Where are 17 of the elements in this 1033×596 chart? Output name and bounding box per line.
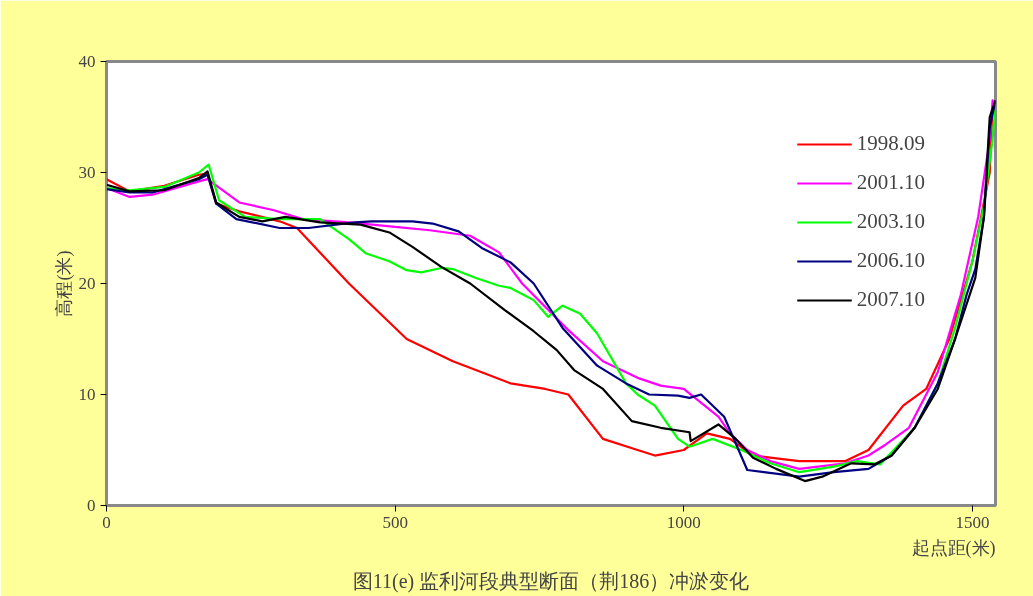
legend-label: 2003.10 (856, 209, 925, 234)
y-axis-title: 高程(米) (53, 250, 75, 317)
y-tick-label: 20 (78, 274, 96, 293)
y-tick-label: 40 (78, 52, 96, 71)
y-tick-label: 30 (78, 163, 96, 182)
text: 图11(e) 监利河段典型断面（荆186）冲淤变化 (352, 569, 750, 593)
x-tick-label: 0 (102, 512, 111, 532)
y-tick-label: 10 (78, 385, 96, 404)
legend-label: 2001.10 (856, 170, 925, 195)
x-tick-label: 1000 (666, 512, 701, 532)
legend-label: 2006.10 (856, 248, 925, 273)
legend-label: 2007.10 (856, 287, 925, 312)
y-tick-label: 0 (87, 496, 96, 515)
x-tick-label: 1500 (955, 512, 990, 532)
x-axis-title: 起点距(米) (911, 537, 996, 559)
x-tick-label: 500 (382, 512, 408, 532)
legend-label: 1998.09 (856, 131, 925, 156)
